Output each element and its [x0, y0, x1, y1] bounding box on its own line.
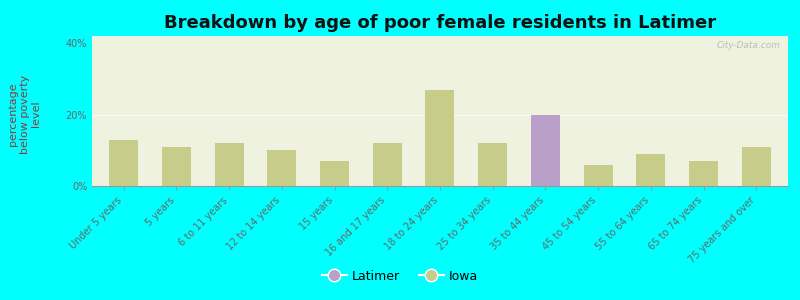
Bar: [162, 147, 191, 186]
Bar: [373, 143, 402, 186]
Bar: [214, 143, 243, 186]
Legend: Latimer, Iowa: Latimer, Iowa: [317, 265, 483, 288]
Text: percentage
below poverty
level: percentage below poverty level: [8, 74, 42, 154]
Bar: [531, 115, 560, 186]
Bar: [320, 161, 349, 186]
Bar: [531, 150, 560, 186]
Bar: [109, 140, 138, 186]
Bar: [478, 143, 507, 186]
Bar: [584, 165, 613, 186]
Text: City-Data.com: City-Data.com: [717, 40, 781, 50]
Bar: [267, 150, 296, 186]
Bar: [426, 90, 454, 186]
Bar: [742, 147, 771, 186]
Title: Breakdown by age of poor female residents in Latimer: Breakdown by age of poor female resident…: [164, 14, 716, 32]
Bar: [689, 161, 718, 186]
Bar: [637, 154, 666, 186]
